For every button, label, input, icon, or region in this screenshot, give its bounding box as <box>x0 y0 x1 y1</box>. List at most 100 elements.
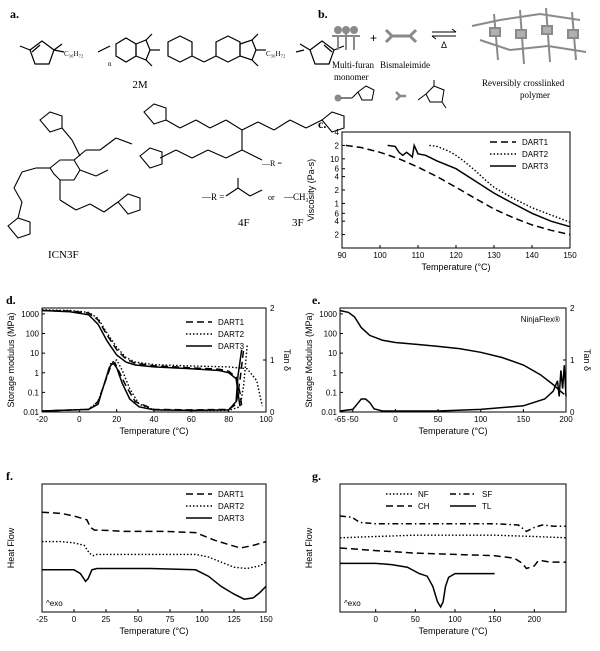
chart-d-dma-dart: -20 0 20 40 60 80 100 0.01 0.1 1 10 100 1000 0 1 2 Tan δ… <box>6 304 292 436</box>
panel-b-letter: b. <box>318 7 328 21</box>
y-tick-label: 4 <box>335 173 340 182</box>
plot-frame <box>41 483 267 613</box>
series-line-dart2 <box>429 144 571 223</box>
series-line-tl <box>340 562 495 609</box>
series-line-dart2 <box>42 540 267 570</box>
y-tick-label: 2 <box>335 186 340 195</box>
series-line-dart2-tan- <box>41 344 248 412</box>
y-tick-label: 10 <box>328 349 337 358</box>
x-tick-label: 0 <box>72 615 77 624</box>
crosslinked-polymer-icon <box>471 7 587 65</box>
chart-e-dma-ninjaflex: -65 -50 0 50 100 150 200 0.01 0.1 1 10 100 1000 0 1 2 Ta… <box>304 304 592 436</box>
y-tick-label: 10 <box>30 349 39 358</box>
legend-entry: DART2 <box>218 502 245 511</box>
series-line-tan- <box>339 365 567 412</box>
panel-a-chemical-structures: a. C₃₆H₇₂ n <box>7 7 345 261</box>
molecule-icn3f-label: ICN3F <box>48 249 79 261</box>
y2-tick-label: 2 <box>570 304 575 313</box>
x-tick-label: 200 <box>559 415 573 424</box>
y-axis-label: Storage Modulus (MPa) <box>304 312 314 407</box>
y-tick-label: 6 <box>335 209 340 218</box>
x-tick-label: 125 <box>227 615 241 624</box>
icn3f-structure <box>7 111 141 239</box>
x-tick-label: 0 <box>77 415 82 424</box>
bismaleimide-label: Bismaleimide <box>380 60 430 70</box>
plus-sign: + <box>370 31 377 45</box>
series-line-dart3 <box>41 309 241 407</box>
x-tick-label: 80 <box>224 415 233 424</box>
y2-tick-label: 2 <box>270 304 275 313</box>
legend-entry: DART3 <box>218 514 245 523</box>
polymer-label-line2: polymer <box>520 90 550 100</box>
exo-note: ^exo <box>46 599 63 608</box>
x-tick-label: 120 <box>449 251 463 260</box>
x-tick-label: 100 <box>195 615 209 624</box>
furan-fragment-icon <box>334 85 375 102</box>
series-line-dart3 <box>387 142 571 228</box>
bismaleimide-icon <box>384 28 418 44</box>
y2-tick-label: 0 <box>570 408 575 417</box>
y-tick-label: 1000 <box>319 310 337 319</box>
y2-tick-label: 0 <box>270 408 275 417</box>
x-tick-label: 200 <box>528 615 542 624</box>
x-tick-label: 140 <box>525 251 539 260</box>
y-tick-label: 1 <box>35 369 40 378</box>
legend-entry: DART3 <box>218 342 245 351</box>
chart-g-dsc-filaments: 0 50 100 150 200 Temperature (°C) Heat Flow NF S… <box>304 483 567 636</box>
panel-e-letter: e. <box>312 293 320 307</box>
r-group-definition: —R = <box>201 192 224 202</box>
x-tick-label: -20 <box>36 415 48 424</box>
x-tick-label: 100 <box>259 415 273 424</box>
series-line-dart1 <box>41 309 243 407</box>
panel-d-letter: d. <box>6 293 16 307</box>
y-tick-label: 2 <box>335 231 340 240</box>
y-tick-label: 0.01 <box>23 408 39 417</box>
y-tick-label: 6 <box>335 165 340 174</box>
x-tick-label: 130 <box>487 251 501 260</box>
molecule-2m-label: 2M <box>132 79 148 91</box>
panel-c-letter: c. <box>318 117 326 131</box>
x-tick-label: -65 <box>334 415 346 424</box>
r-substituent: —R = <box>261 159 282 168</box>
y-tick-label: 4 <box>335 217 340 226</box>
y-tick-label: 0.1 <box>326 388 338 397</box>
f4-f3-structure <box>139 103 345 169</box>
x-tick-label: 150 <box>517 415 531 424</box>
x-tick-label: 50 <box>134 615 143 624</box>
x-tick-label: 60 <box>187 415 196 424</box>
x-tick-label: -50 <box>347 415 359 424</box>
y-tick-label: 100 <box>324 330 338 339</box>
x-tick-label: 50 <box>411 615 420 624</box>
x-tick-label: 40 <box>150 415 159 424</box>
y-tick-label: 10 <box>330 155 339 164</box>
x-axis-label: Temperature (°C) <box>418 626 487 636</box>
x-tick-label: 100 <box>373 251 387 260</box>
y2-tick-label: 1 <box>570 356 575 365</box>
methyl-group: —CH₃ <box>283 192 309 202</box>
c36-label-right: C₃₆H₇₂ <box>266 50 286 58</box>
y-tick-label: 2 <box>335 141 340 150</box>
bismaleimide-2m-structure <box>19 33 345 67</box>
y-axis-label: Heat Flow <box>6 527 16 568</box>
series-line-modulus <box>339 309 565 395</box>
y-tick-label: 1000 <box>21 310 39 319</box>
x-axis-label: Temperature (°C) <box>119 626 188 636</box>
y-tick-label: 0.01 <box>321 408 337 417</box>
x-tick-label: 25 <box>102 615 111 624</box>
x-axis-label: Temperature (°C) <box>421 262 490 272</box>
heat-delta-symbol: Δ <box>441 40 447 50</box>
x-tick-label: 100 <box>448 615 462 624</box>
chart-f-dsc-dart: -25 0 25 50 75 100 125 150 Temperature (°C) Heat … <box>6 483 273 636</box>
repeat-n-label: n <box>108 60 112 68</box>
y-tick-label: 4 <box>335 128 340 137</box>
series-line-nf <box>339 534 567 539</box>
x-tick-label: -25 <box>36 615 48 624</box>
panel-g-letter: g. <box>312 469 321 483</box>
multi-furan-label-line2: monomer <box>334 72 369 82</box>
x-tick-label: 50 <box>434 415 443 424</box>
x-tick-label: 0 <box>373 615 378 624</box>
or-text: or <box>268 193 275 202</box>
panel-f-letter: f. <box>6 469 13 483</box>
legend-entry: TL <box>482 502 492 511</box>
